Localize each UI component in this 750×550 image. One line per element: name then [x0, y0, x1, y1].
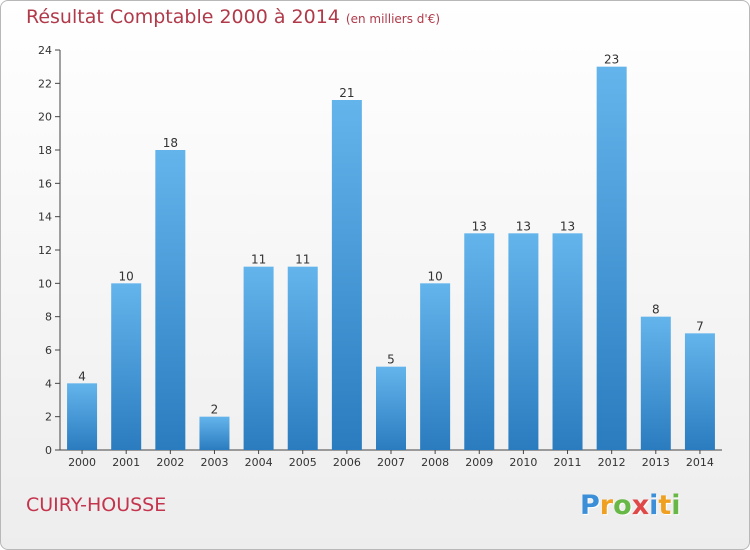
bar-value-label: 5	[387, 353, 395, 367]
chart-title-text: Résultat Comptable 2000 à 2014	[26, 6, 340, 28]
x-tick-label: 2003	[200, 456, 228, 469]
bar	[331, 100, 362, 450]
x-tick-label: 2002	[156, 456, 184, 469]
x-tick-label: 2011	[554, 456, 582, 469]
x-tick-label: 2010	[509, 456, 537, 469]
x-tick-label: 2001	[112, 456, 140, 469]
y-tick-label: 24	[38, 44, 52, 57]
y-tick-label: 4	[45, 377, 52, 390]
bar-value-label: 4	[78, 369, 86, 383]
y-tick-label: 22	[38, 77, 52, 90]
proxiti-logo: Proxiti	[580, 490, 681, 521]
y-tick-label: 16	[38, 177, 52, 190]
bar	[67, 383, 98, 450]
logo-letter: i	[671, 490, 681, 521]
chart-subtitle: (en milliers d'€)	[345, 12, 441, 26]
bar	[111, 283, 142, 450]
x-tick-label: 2007	[377, 456, 405, 469]
y-tick-label: 0	[45, 444, 52, 457]
bar	[243, 266, 274, 450]
x-tick-label: 2000	[68, 456, 96, 469]
bar	[376, 366, 406, 450]
x-tick-label: 2012	[598, 456, 626, 469]
bar	[464, 233, 495, 450]
bar	[199, 416, 230, 450]
bar-value-label: 7	[696, 319, 704, 333]
bar	[287, 266, 318, 450]
bar	[508, 233, 539, 450]
bar-value-label: 21	[339, 86, 354, 100]
logo-letter: o	[613, 490, 632, 521]
bar-value-label: 8	[652, 303, 660, 317]
logo-letter: P	[580, 490, 600, 521]
y-tick-label: 18	[38, 144, 52, 157]
bar-value-label: 11	[251, 253, 266, 267]
logo-letter: x	[631, 490, 650, 521]
x-tick-label: 2014	[686, 456, 714, 469]
y-tick-label: 12	[38, 244, 52, 257]
x-tick-label: 2004	[245, 456, 273, 469]
y-tick-label: 8	[45, 311, 52, 324]
logo-letter: t	[658, 490, 672, 521]
chart-title: Résultat Comptable 2000 à 2014 (en millie…	[26, 6, 440, 28]
bar-value-label: 11	[295, 253, 310, 267]
x-tick-label: 2005	[289, 456, 317, 469]
logo-letter: i	[649, 490, 659, 521]
bar	[420, 283, 451, 450]
logo-letter: r	[599, 490, 614, 521]
x-tick-label: 2008	[421, 456, 449, 469]
bar-value-label: 10	[119, 269, 134, 283]
x-tick-label: 2009	[465, 456, 493, 469]
x-tick-label: 2006	[333, 456, 361, 469]
bar	[684, 333, 715, 450]
bar	[596, 66, 627, 451]
y-tick-label: 10	[38, 277, 52, 290]
place-name: CUIRY-HOUSSE	[26, 494, 167, 516]
bar-value-label: 13	[472, 219, 487, 233]
bar-value-label: 10	[427, 269, 442, 283]
bar-value-label: 23	[604, 53, 619, 67]
bar	[155, 150, 186, 450]
bar-value-label: 18	[163, 136, 178, 150]
x-tick-label: 2013	[642, 456, 670, 469]
bar	[552, 233, 583, 450]
y-tick-label: 6	[45, 344, 52, 357]
y-tick-label: 2	[45, 411, 52, 424]
bar-value-label: 13	[560, 219, 575, 233]
bar-value-label: 2	[211, 403, 219, 417]
y-tick-label: 14	[38, 211, 52, 224]
bar-value-label: 13	[516, 219, 531, 233]
y-tick-label: 20	[38, 111, 52, 124]
bar	[640, 316, 671, 450]
